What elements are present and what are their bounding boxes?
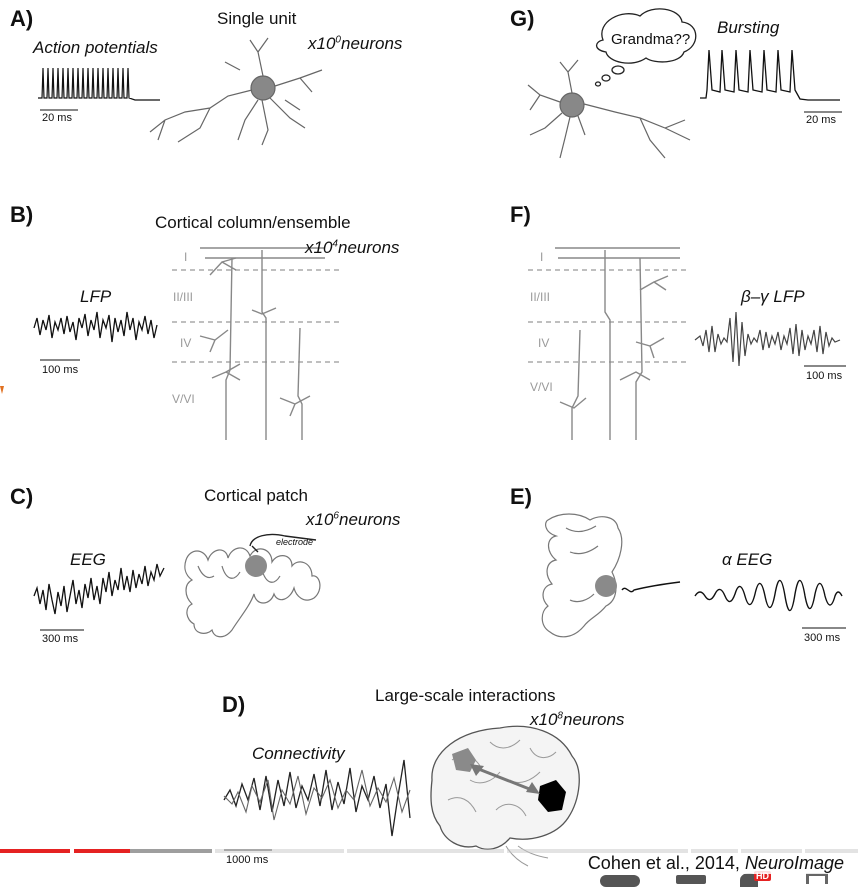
chapter-gap-7 xyxy=(802,849,805,853)
panel-b-title: Cortical column/ensemble xyxy=(155,213,351,232)
panel-f-letter: F) xyxy=(510,202,531,227)
panel-a-title: Single unit xyxy=(217,9,297,28)
panel-e-scalebar-label: 300 ms xyxy=(804,632,841,644)
panel-f-layer-2: II/III xyxy=(530,290,551,304)
eeg-trace xyxy=(33,563,165,615)
panel-c-letter: C) xyxy=(10,484,34,509)
chapter-gap-4 xyxy=(504,849,507,853)
panel-b-layer-3: IV xyxy=(180,336,192,350)
panel-g-scalebar-label: 20 ms xyxy=(806,114,836,126)
panel-e-letter: E) xyxy=(510,484,532,509)
cortical-column-b xyxy=(172,247,340,440)
neuron-drawing-g xyxy=(527,59,691,159)
panel-f-layer-3: IV xyxy=(538,336,550,350)
hd-badge: HD xyxy=(754,871,771,881)
thought-bubble-text: Grandma?? xyxy=(611,31,691,48)
citation-authors: Cohen et al., 2014, xyxy=(587,853,745,873)
panel-f-signal-label: β–γ LFP xyxy=(741,287,805,306)
arrow-head-2 xyxy=(526,782,540,794)
chapter-gap-2 xyxy=(212,849,215,853)
chapter-gap-3 xyxy=(344,849,347,853)
brain-gray-region xyxy=(452,748,476,772)
panel-e-signal-label: α EEG xyxy=(722,550,773,569)
panel-d-signal-label: Connectivity xyxy=(252,744,345,763)
fullscreen-button[interactable] xyxy=(806,873,828,884)
panel-b-layer-4: V/VI xyxy=(172,392,195,406)
panel-a-signal-label: Action potentials xyxy=(33,38,158,57)
connectivity-trace-1 xyxy=(223,759,411,837)
panel-d-letter: D) xyxy=(222,692,246,717)
chapter-gap-6 xyxy=(738,849,741,853)
panel-b-layer-1: I xyxy=(184,250,188,264)
arrow-head-1 xyxy=(470,764,484,776)
progress-bar-played xyxy=(0,849,130,853)
panel-a-neuron-count: x100neurons xyxy=(308,34,403,53)
beta-gamma-lfp-trace xyxy=(694,311,841,367)
panel-b-scalebar-label: 100 ms xyxy=(42,364,79,376)
panel-c-title: Cortical patch xyxy=(204,486,308,505)
chapter-gap-5 xyxy=(688,849,691,853)
panel-a-scalebar-label: 20 ms xyxy=(42,112,72,124)
electrode-probe xyxy=(249,533,317,553)
electrode-wire-e xyxy=(621,581,681,593)
citation-journal: NeuroImage xyxy=(744,853,844,873)
action-potential-trace xyxy=(38,67,160,101)
connectivity-trace-2 xyxy=(223,769,411,821)
progress-bar-track[interactable] xyxy=(0,849,858,853)
cortical-column-f xyxy=(528,247,690,440)
panel-a-letter: A) xyxy=(10,6,34,31)
gray-patch-region-c xyxy=(245,555,267,577)
panel-d-neuron-count: x108neurons xyxy=(530,710,625,729)
left-edge-mark xyxy=(0,386,4,394)
captions-button[interactable] xyxy=(676,875,706,884)
alpha-eeg-trace xyxy=(694,579,843,612)
panel-b-layer-2: II/III xyxy=(173,290,194,304)
panel-f-scalebar-label: 100 ms xyxy=(806,370,843,382)
play-pause-button[interactable] xyxy=(600,875,640,887)
brain-slice-drawing xyxy=(541,513,623,638)
panel-g-signal-label: Bursting xyxy=(717,18,780,37)
neuron-drawing-a xyxy=(149,37,323,146)
connectivity-arrow xyxy=(475,766,533,792)
panel-b-neuron-count: x104neurons xyxy=(305,238,400,257)
citation: Cohen et al., 2014, NeuroImage xyxy=(585,853,846,874)
panel-g-letter: G) xyxy=(510,6,535,31)
thought-bubble xyxy=(594,8,697,87)
panel-c-signal-label: EEG xyxy=(70,550,106,569)
lfp-trace xyxy=(33,311,158,343)
panel-d-scalebar-label: 1000 ms xyxy=(226,854,269,866)
bursting-trace xyxy=(700,49,840,101)
panel-c-scalebar-label: 300 ms xyxy=(42,633,79,645)
electrode-label: electrode xyxy=(276,537,314,547)
chapter-gap-1 xyxy=(70,849,74,853)
gray-patch-region-e xyxy=(595,575,617,597)
panel-b-letter: B) xyxy=(10,202,34,227)
panel-d-title: Large-scale interactions xyxy=(375,686,556,705)
brain-black-region xyxy=(538,780,566,812)
panel-b-signal-label: LFP xyxy=(80,287,112,306)
panel-c-neuron-count: x106neurons xyxy=(306,510,401,529)
panel-f-layer-4: V/VI xyxy=(530,380,553,394)
panel-f-layer-1: I xyxy=(540,250,544,264)
cortical-patch-drawing xyxy=(184,547,321,638)
